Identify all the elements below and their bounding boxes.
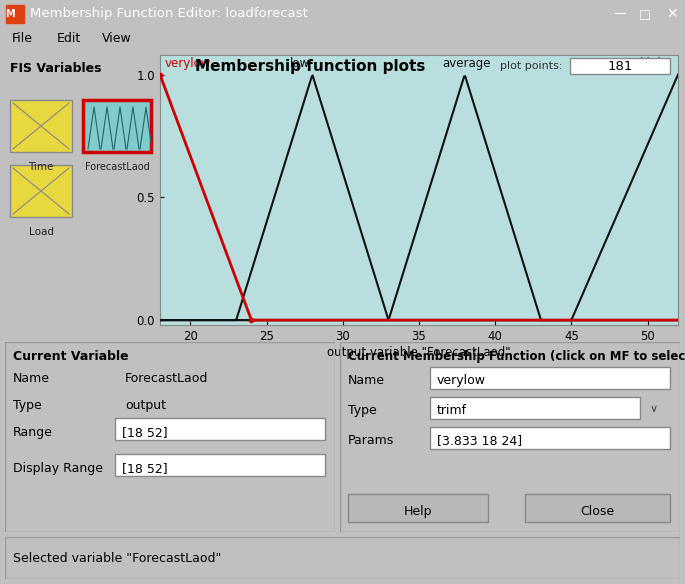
- Bar: [430, 397, 640, 419]
- Text: —: —: [614, 8, 626, 20]
- Bar: [10, 100, 72, 152]
- Bar: [570, 58, 670, 74]
- Text: View: View: [102, 33, 132, 46]
- Text: Display Range: Display Range: [13, 462, 103, 475]
- Text: Type: Type: [13, 399, 42, 412]
- Text: Selected variable "ForecastLaod": Selected variable "ForecastLaod": [13, 551, 221, 565]
- Text: verylow: verylow: [164, 57, 211, 69]
- Text: plot points:: plot points:: [500, 61, 562, 71]
- Text: M: M: [5, 9, 15, 19]
- Text: Current Membership Function (click on MF to select): Current Membership Function (click on MF…: [348, 350, 685, 363]
- Text: [3.833 18 24]: [3.833 18 24]: [437, 434, 522, 447]
- Text: Time: Time: [28, 162, 53, 172]
- Text: Help: Help: [403, 505, 432, 518]
- Text: Edit: Edit: [57, 33, 82, 46]
- Text: [18 52]: [18 52]: [122, 462, 168, 475]
- Bar: [115, 418, 325, 440]
- Bar: [115, 454, 325, 476]
- Text: FIS Variables: FIS Variables: [10, 62, 101, 75]
- Text: □: □: [639, 8, 651, 20]
- Bar: [6, 5, 24, 23]
- Bar: [10, 165, 72, 217]
- Text: Load: Load: [29, 227, 53, 237]
- Text: ✕: ✕: [667, 7, 678, 21]
- Text: Type: Type: [348, 404, 377, 417]
- Text: Current Variable: Current Variable: [13, 350, 129, 363]
- Bar: [348, 494, 488, 522]
- Text: ∨: ∨: [650, 404, 658, 414]
- Text: Membership function plots: Membership function plots: [195, 58, 425, 74]
- Text: File: File: [12, 33, 33, 46]
- Text: high: high: [640, 57, 666, 69]
- Bar: [525, 494, 670, 522]
- Text: verylow: verylow: [437, 374, 486, 387]
- Text: output: output: [125, 399, 166, 412]
- Bar: [430, 427, 670, 449]
- Text: trimf: trimf: [437, 404, 467, 417]
- Text: 181: 181: [608, 60, 633, 72]
- Text: average: average: [442, 57, 490, 69]
- Text: Close: Close: [580, 505, 614, 518]
- Text: Membership Function Editor: loadforecast: Membership Function Editor: loadforecast: [30, 8, 308, 20]
- Bar: [83, 100, 151, 152]
- Text: low: low: [290, 57, 310, 69]
- Text: ForecastLaod: ForecastLaod: [125, 372, 208, 385]
- X-axis label: output variable "ForecastLaod": output variable "ForecastLaod": [327, 346, 511, 359]
- Text: Name: Name: [348, 374, 385, 387]
- Text: Name: Name: [13, 372, 50, 385]
- Bar: [430, 367, 670, 389]
- Text: Range: Range: [13, 426, 53, 439]
- Text: Params: Params: [348, 434, 395, 447]
- Text: [18 52]: [18 52]: [122, 426, 168, 439]
- Text: ForecastLaod: ForecastLaod: [85, 162, 149, 172]
